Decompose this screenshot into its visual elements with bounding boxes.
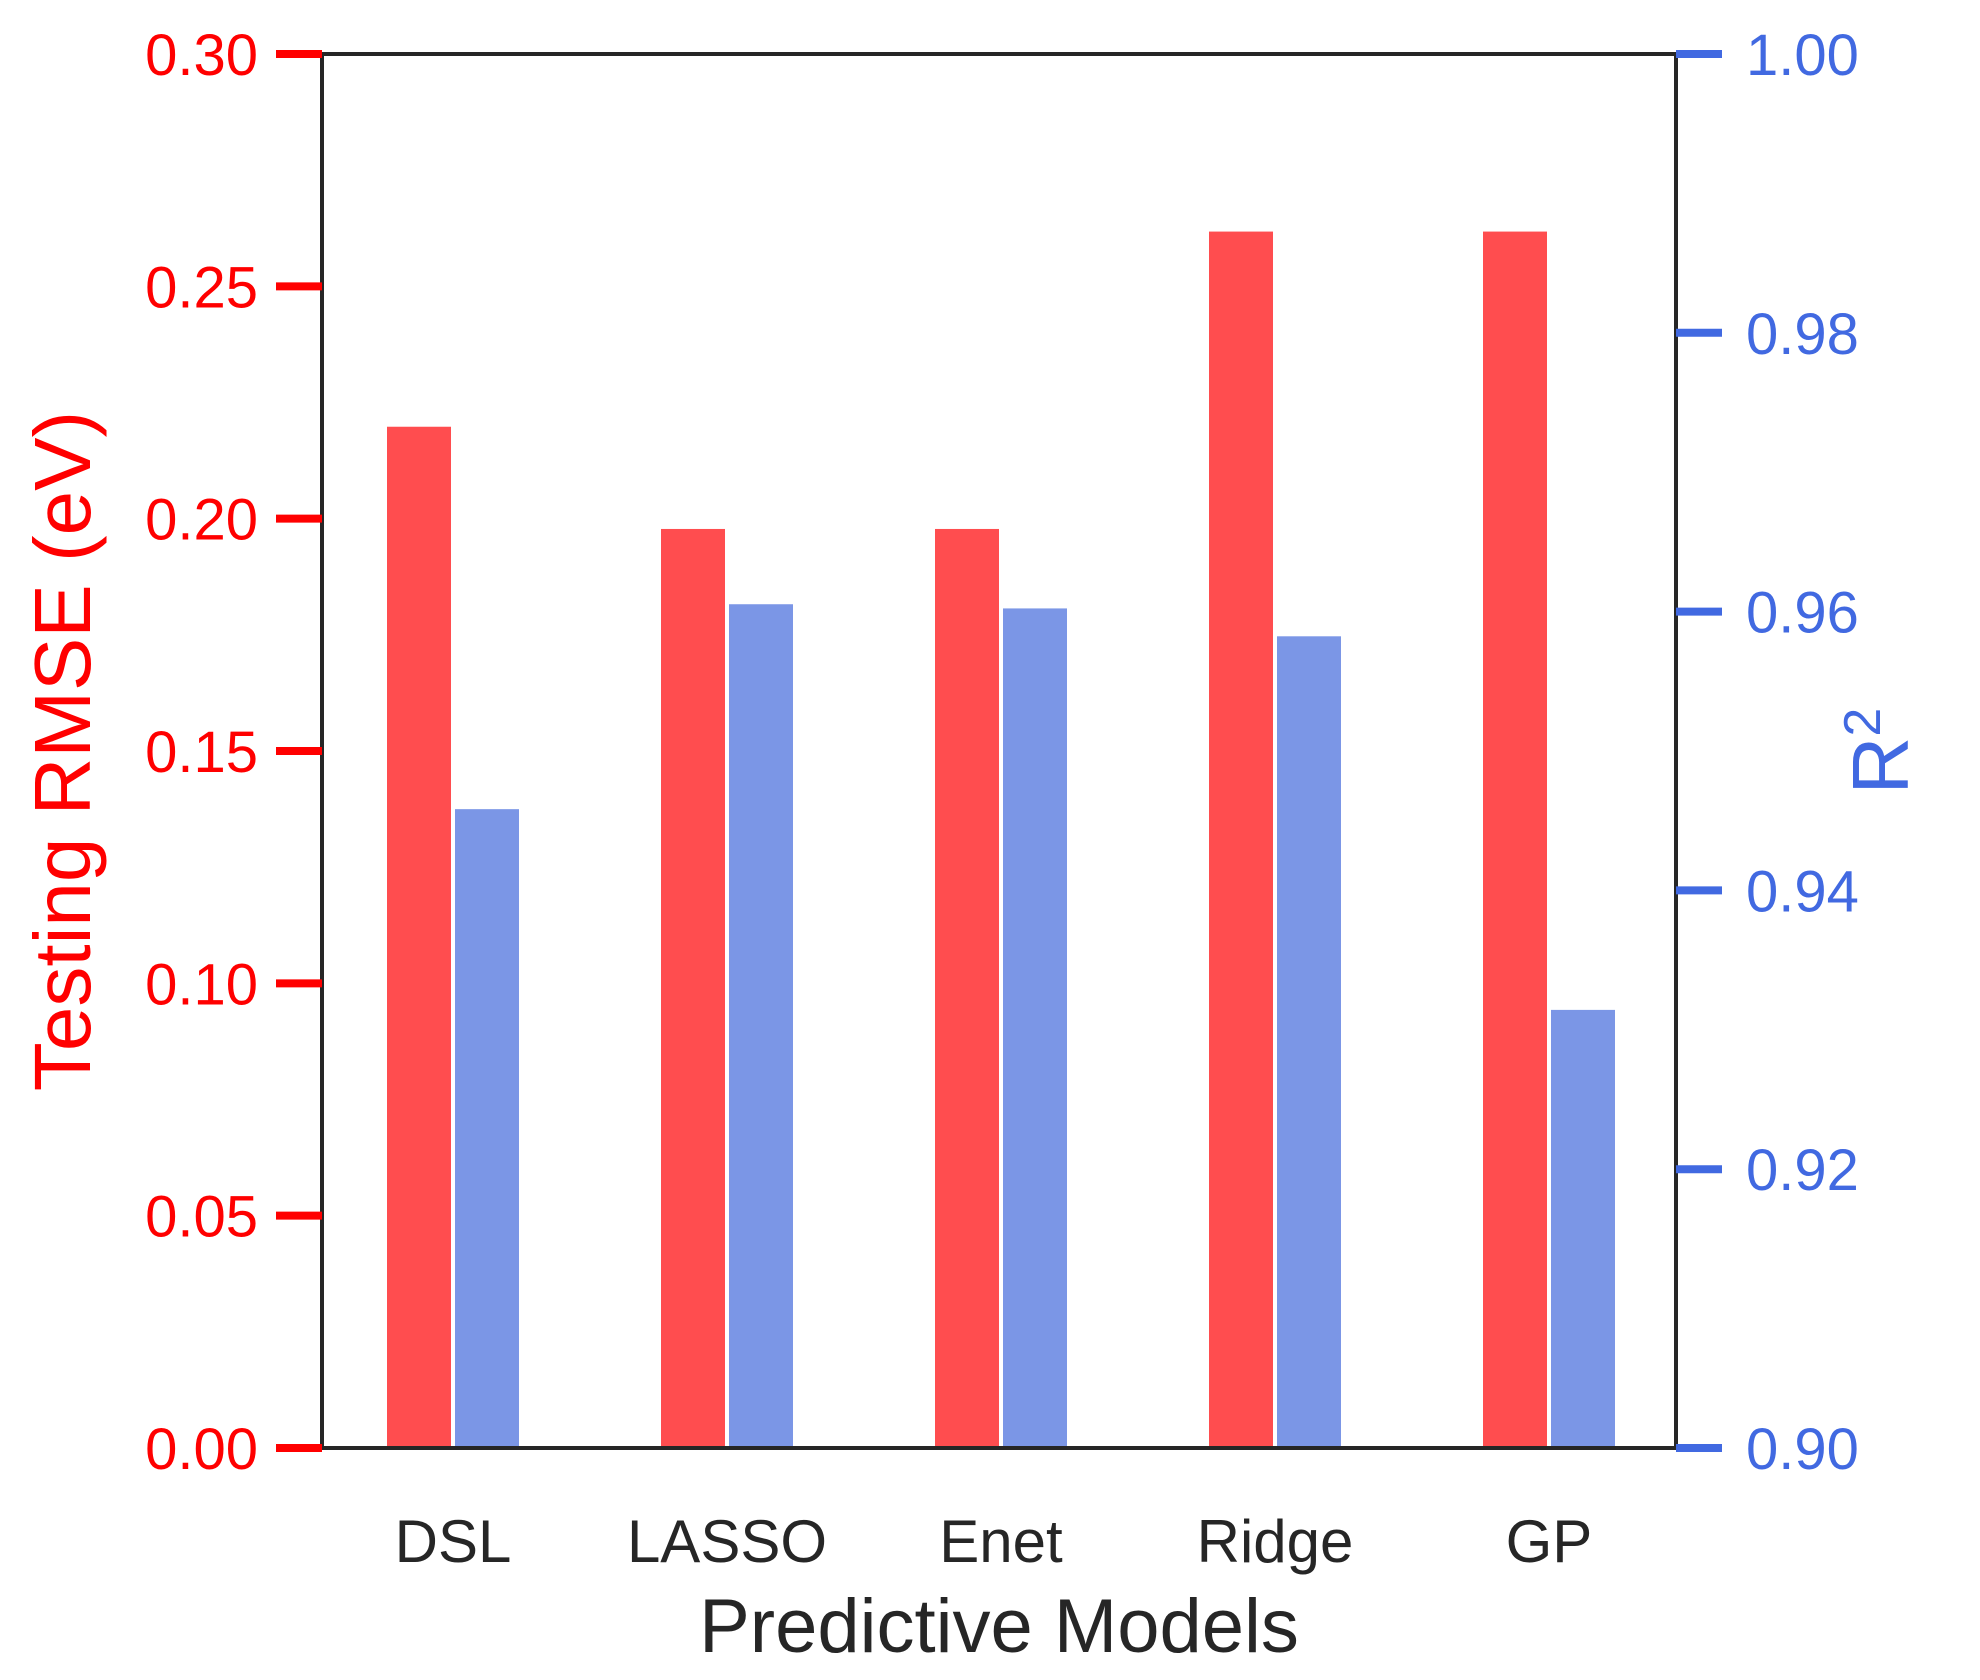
right-y-tick-label: 0.92	[1746, 1138, 1859, 1203]
x-tick-label: Enet	[939, 1508, 1063, 1575]
left-y-tick-label: 0.15	[145, 720, 258, 785]
bar-dsl-left	[385, 424, 453, 1449]
bar-lasso-left	[659, 526, 727, 1449]
right-y-axis: 0.90 0.92 0.94 0.96 0.98 1.00	[1676, 23, 1859, 1482]
bar-dsl-right	[453, 807, 521, 1449]
left-y-axis-label: Testing RMSE (eV)	[18, 411, 107, 1091]
right-y-axis-label-base: R	[1836, 737, 1925, 795]
x-tick-label: LASSO	[627, 1508, 827, 1575]
bar-gp-right	[1549, 1007, 1617, 1449]
left-y-tick-label: 0.25	[145, 255, 258, 320]
bar-ridge-right	[1275, 634, 1343, 1449]
x-axis-label: Predictive Models	[699, 1584, 1299, 1669]
left-y-tick-label: 0.05	[145, 1185, 258, 1250]
bar-lasso-right	[727, 602, 795, 1449]
left-y-tick-label: 0.20	[145, 488, 258, 553]
x-tick-label: GP	[1506, 1508, 1593, 1575]
right-y-axis-label-superscript: 2	[1834, 708, 1892, 737]
left-y-tick-label: 0.10	[145, 952, 258, 1017]
right-y-tick-label: 0.96	[1746, 581, 1859, 646]
right-y-tick-label: 0.94	[1746, 859, 1859, 924]
left-y-tick-label: 0.00	[145, 1417, 258, 1482]
right-y-axis-label: R2	[1834, 708, 1925, 795]
bar-enet-right	[1001, 606, 1069, 1449]
right-y-tick-label: 1.00	[1746, 23, 1859, 88]
bar-gp-left	[1481, 229, 1549, 1449]
x-tick-label: Ridge	[1197, 1508, 1354, 1575]
bar-ridge-left	[1207, 229, 1275, 1449]
right-y-tick-label: 0.90	[1746, 1417, 1859, 1482]
bars-layer	[385, 229, 1617, 1449]
left-y-axis: 0.00 0.05 0.10 0.15 0.20 0.25 0.30	[145, 23, 322, 1482]
x-axis: DSL LASSO Enet Ridge GP	[395, 1508, 1593, 1575]
bar-enet-left	[933, 526, 1001, 1449]
left-y-tick-label: 0.30	[145, 23, 258, 88]
right-y-tick-label: 0.98	[1746, 302, 1859, 367]
x-tick-label: DSL	[395, 1508, 512, 1575]
